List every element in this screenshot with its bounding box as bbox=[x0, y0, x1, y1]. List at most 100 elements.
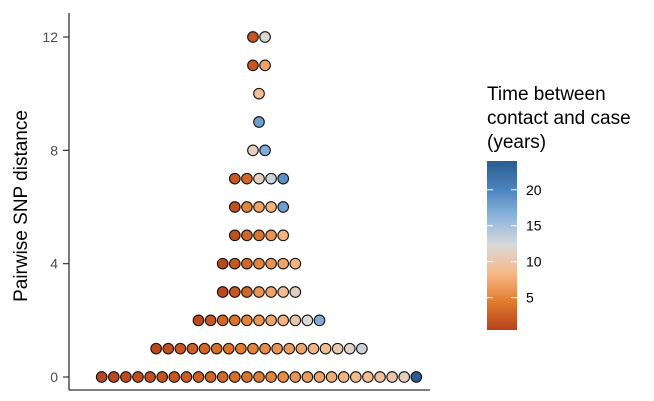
dot-point bbox=[228, 286, 241, 298]
dot-point bbox=[162, 342, 175, 355]
dot-point bbox=[277, 172, 290, 185]
dot-point bbox=[289, 314, 302, 327]
dot-point bbox=[253, 314, 265, 327]
dot-point bbox=[241, 257, 253, 270]
dot-point bbox=[313, 314, 326, 327]
dot-point bbox=[253, 257, 265, 270]
dot-point bbox=[228, 314, 241, 327]
y-axis-title: Pairwise SNP distance bbox=[11, 110, 32, 302]
dot-point bbox=[107, 371, 120, 383]
legend-tick-label: 15 bbox=[526, 218, 542, 234]
dot-point bbox=[289, 371, 302, 383]
dot-point bbox=[247, 342, 259, 355]
y-tick-label: 8 bbox=[50, 142, 58, 158]
dot-point bbox=[253, 87, 265, 100]
dot-point bbox=[265, 371, 277, 383]
dot-point bbox=[313, 371, 326, 383]
dot-point bbox=[174, 342, 187, 355]
dot-point bbox=[289, 257, 302, 270]
axes bbox=[68, 13, 430, 391]
legend-title-line-1: Time between bbox=[487, 84, 606, 105]
dot-point bbox=[337, 371, 350, 383]
dot-point bbox=[241, 314, 253, 327]
dot-point bbox=[301, 314, 314, 327]
dot-point bbox=[265, 172, 277, 185]
y-tick-label: 12 bbox=[42, 29, 58, 45]
dot-point bbox=[265, 201, 277, 213]
dot-point bbox=[253, 172, 265, 185]
dot-point bbox=[222, 342, 235, 355]
dot-point bbox=[210, 342, 223, 355]
dot-point bbox=[241, 172, 253, 185]
dot-point bbox=[132, 371, 144, 383]
dot-point bbox=[265, 229, 277, 242]
dot-point bbox=[156, 371, 169, 383]
dot-point bbox=[216, 286, 229, 298]
dot-point bbox=[253, 201, 265, 213]
dot-point bbox=[277, 371, 290, 383]
legend-colorbar-ticks: 5 10 15 20 bbox=[487, 182, 542, 306]
dot-point bbox=[228, 257, 241, 270]
y-tick-label: 0 bbox=[50, 369, 58, 385]
dot-point bbox=[277, 286, 290, 298]
dot-point bbox=[325, 371, 338, 383]
dot-point bbox=[204, 314, 217, 327]
legend-tick-label: 10 bbox=[526, 254, 542, 270]
dot-point bbox=[186, 342, 199, 355]
dot-point bbox=[295, 342, 308, 355]
dot-point bbox=[204, 371, 217, 383]
dot-point bbox=[241, 229, 253, 242]
dot-point bbox=[301, 371, 314, 383]
dot-point bbox=[192, 371, 205, 383]
legend-tick-label: 5 bbox=[526, 290, 534, 306]
dot-point bbox=[228, 201, 241, 213]
dot-point bbox=[271, 342, 284, 355]
dot-point bbox=[253, 371, 265, 383]
dot-point bbox=[180, 371, 193, 383]
dot-point bbox=[277, 314, 290, 327]
dot-point bbox=[247, 59, 259, 72]
dot-point bbox=[120, 371, 132, 383]
dot-point bbox=[277, 257, 290, 270]
dot-point bbox=[259, 144, 271, 157]
dot-point bbox=[253, 286, 265, 298]
dot-point bbox=[228, 172, 241, 185]
dot-point bbox=[265, 286, 277, 298]
dots bbox=[95, 31, 423, 383]
dot-point bbox=[235, 342, 247, 355]
dot-point bbox=[241, 201, 253, 213]
dot-point bbox=[144, 371, 156, 383]
dot-point bbox=[265, 314, 277, 327]
dot-point bbox=[150, 342, 162, 355]
dot-point bbox=[331, 342, 344, 355]
y-tick-label: 4 bbox=[50, 256, 58, 272]
dot-point bbox=[247, 144, 259, 157]
dot-point bbox=[374, 371, 386, 383]
dot-point bbox=[277, 229, 290, 242]
dot-point bbox=[289, 286, 302, 298]
legend-colorbar bbox=[487, 161, 517, 330]
legend: Time between contact and case (years) 5 1… bbox=[487, 84, 631, 330]
dot-point bbox=[283, 342, 296, 355]
dot-point bbox=[307, 342, 320, 355]
dot-point bbox=[253, 116, 265, 128]
dot-point bbox=[362, 371, 374, 383]
dot-point bbox=[247, 31, 259, 43]
dot-point bbox=[216, 314, 229, 327]
dot-point bbox=[192, 314, 205, 327]
dot-point bbox=[319, 342, 332, 355]
dot-point bbox=[410, 371, 423, 383]
dot-point bbox=[386, 371, 398, 383]
dot-point bbox=[228, 229, 241, 242]
dot-point bbox=[259, 31, 271, 43]
dot-point bbox=[198, 342, 211, 355]
dot-point bbox=[228, 371, 241, 383]
dot-point bbox=[241, 286, 253, 298]
dot-point bbox=[95, 371, 108, 383]
dot-point bbox=[253, 229, 265, 242]
dot-point bbox=[216, 257, 229, 270]
dot-point bbox=[343, 342, 356, 355]
dot-point bbox=[259, 59, 271, 72]
dot-point bbox=[265, 257, 277, 270]
